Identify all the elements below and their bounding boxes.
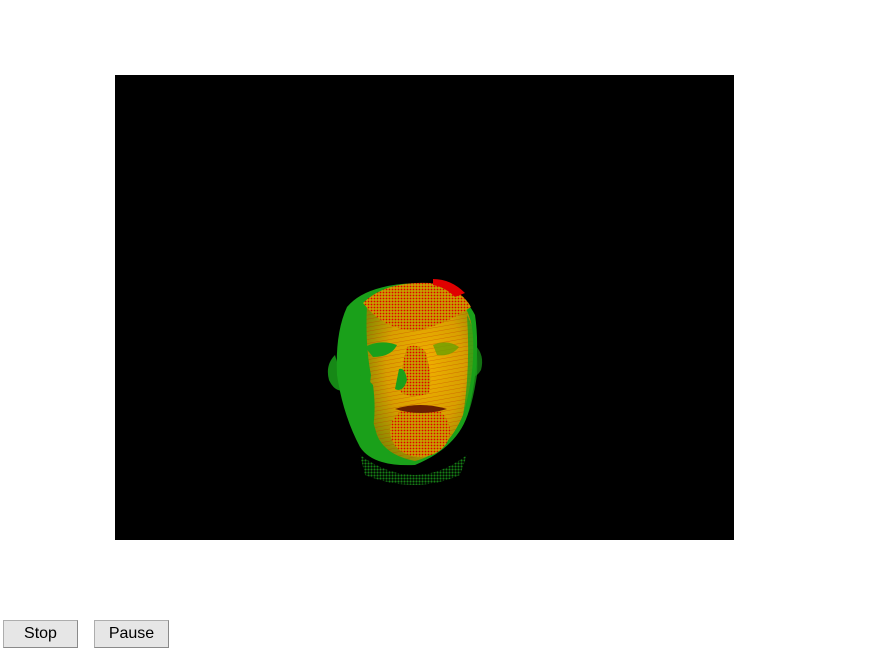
nose-region <box>400 345 431 396</box>
mouth-line <box>395 405 447 413</box>
right-eye-region <box>433 342 459 356</box>
hair-tuft <box>433 279 465 297</box>
chin-region <box>390 405 450 457</box>
point-cloud-viewport[interactable] <box>115 75 734 540</box>
right-side-fringe <box>461 315 478 427</box>
neck-region <box>360 455 467 485</box>
nose-shadow <box>395 368 407 390</box>
left-eye-region <box>365 342 397 357</box>
left-cheek <box>345 374 375 437</box>
pause-button[interactable]: Pause <box>94 620 169 648</box>
forehead-region <box>363 282 471 331</box>
stop-button[interactable]: Stop <box>3 620 78 648</box>
point-cloud-canvas <box>327 279 483 485</box>
